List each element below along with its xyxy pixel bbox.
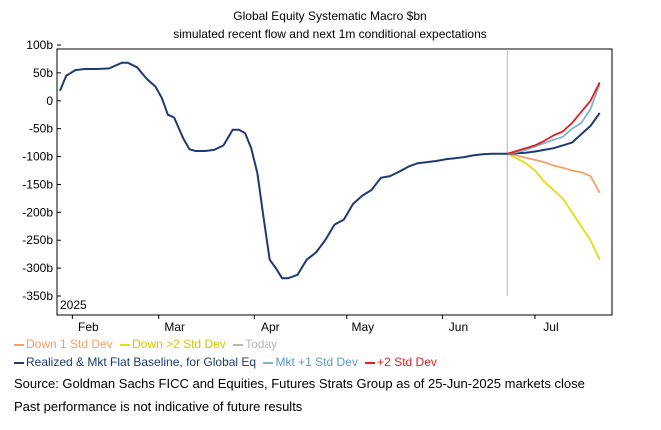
legend-swatch [263, 361, 274, 364]
legend-label: Realized & Mkt Flat Baseline, for Global… [26, 355, 257, 369]
legend-label: +2 Std Dev [377, 355, 437, 369]
x-tick-label: May [352, 320, 375, 334]
legend-item-down-1sd: Down 1 Std Dev [14, 337, 113, 351]
legend-swatch [14, 343, 24, 346]
legend-item-baseline: Realized & Mkt Flat Baseline, for Global… [14, 355, 256, 369]
legend-item-up-2sd: +2 Std Dev [365, 355, 437, 369]
legend-swatch [365, 361, 376, 364]
legend-item-today: Today [233, 337, 277, 351]
chart: Global Equity Systematic Macro $bn simul… [22, 9, 613, 334]
legend-row-2: Realized & Mkt Flat Baseline, for Global… [14, 355, 441, 369]
series-line [59, 61, 601, 280]
legend-swatch [14, 361, 24, 364]
y-tick-label: -250b [22, 233, 53, 247]
series-line [507, 152, 601, 194]
legend-swatch [120, 343, 131, 346]
plot-frame [56, 48, 613, 316]
y-tick-label: 50b [33, 66, 53, 80]
legend-label: Down 1 Std Dev [26, 337, 113, 351]
y-tick-label: -100b [22, 150, 53, 164]
legend-label: Down >2 Std Dev [132, 337, 226, 351]
x-tick-label: Feb [78, 320, 99, 334]
disclaimer-note: Past performance is not indicative of fu… [14, 399, 303, 414]
chart-title: Global Equity Systematic Macro $bn [233, 9, 426, 23]
series-line [506, 81, 601, 155]
y-tick-label: -300b [22, 261, 53, 275]
x-tick-label: Jun [449, 320, 468, 334]
y-tick-label: 100b [26, 38, 53, 52]
y-tick-label: -200b [22, 205, 53, 219]
x-tick-label: Mar [164, 320, 185, 334]
legend-item-down-2sd: Down >2 Std Dev [120, 337, 226, 351]
legend-swatch [233, 343, 244, 346]
legend-label: Mkt +1 Std Dev [275, 355, 358, 369]
x-tick-label: Jul [543, 320, 558, 334]
series-line [507, 83, 601, 155]
chart-subtitle: simulated recent flow and next 1m condit… [173, 27, 487, 41]
legend-row-1: Down 1 Std Dev Down >2 Std Dev Today [14, 337, 281, 351]
source-note: Source: Goldman Sachs FICC and Equities,… [14, 376, 585, 391]
year-label: 2025 [60, 298, 87, 312]
y-tick-label: 0 [46, 94, 53, 108]
series-line [506, 152, 601, 261]
legend-label: Today [245, 337, 278, 351]
y-tick-label: -350b [22, 289, 53, 303]
y-tick-label: -50b [29, 122, 53, 136]
x-tick-label: Apr [261, 320, 280, 334]
y-tick-label: -150b [22, 177, 53, 191]
legend-item-up-1sd: Mkt +1 Std Dev [263, 355, 358, 369]
